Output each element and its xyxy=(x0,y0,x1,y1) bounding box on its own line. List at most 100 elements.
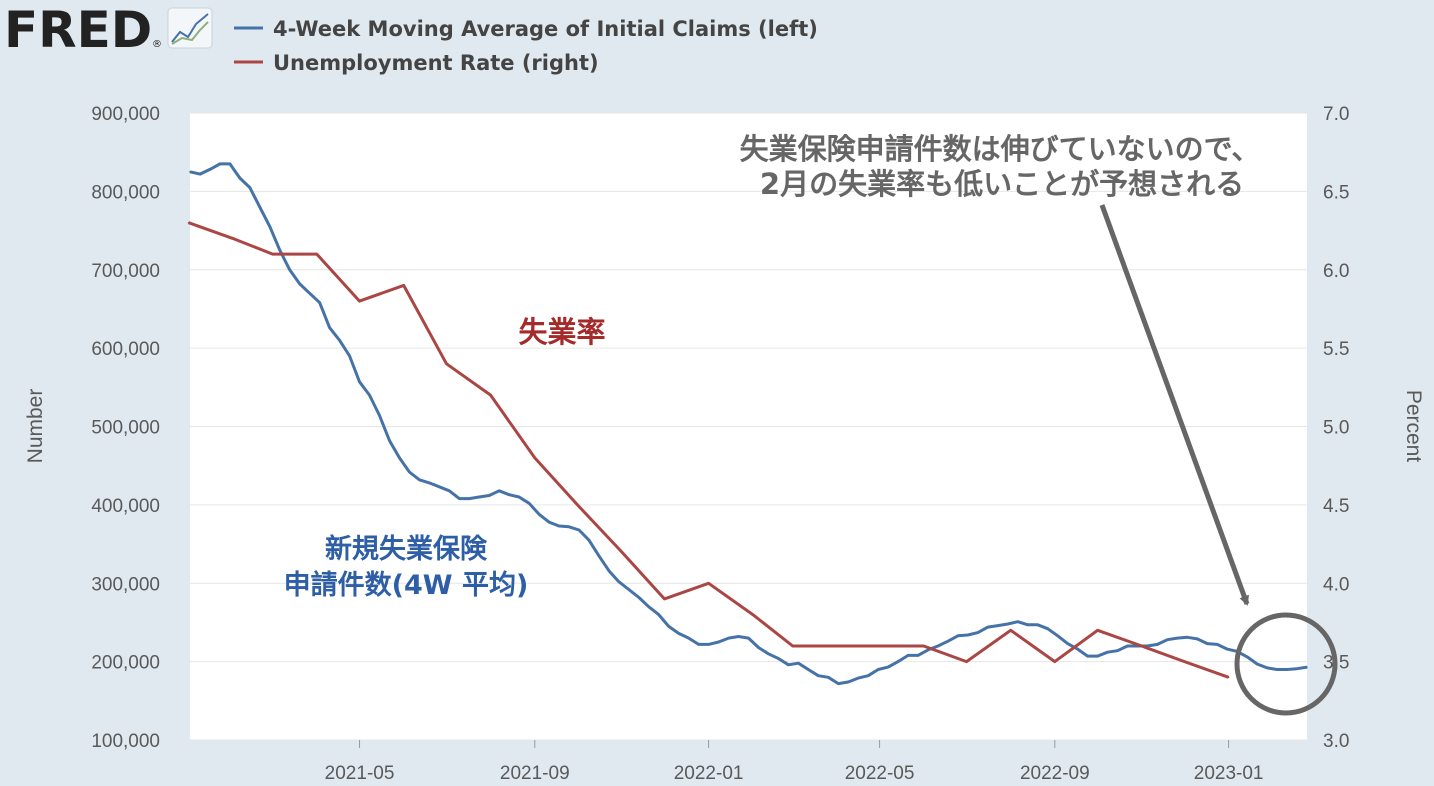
claims-data-point xyxy=(478,496,481,498)
claims-data-point xyxy=(338,339,341,342)
claims-data-point xyxy=(628,588,630,591)
claims-data-point xyxy=(977,631,979,634)
unemployment-data-point xyxy=(1227,676,1230,679)
right-axis-title: Percent xyxy=(1402,390,1425,463)
unemployment-data-point xyxy=(576,504,579,506)
claims-data-point xyxy=(498,489,500,492)
unemployment-data-point xyxy=(1009,629,1012,632)
right-tick-label: 5.0 xyxy=(1323,418,1349,439)
claims-data-point xyxy=(418,478,421,481)
claims-data-point xyxy=(707,643,710,646)
x-tick-label: 2022-05 xyxy=(845,763,915,784)
claims-annotation-line2: 申請件数(4W 平均) xyxy=(284,569,529,601)
claims-data-point xyxy=(657,613,660,616)
fred-logo[interactable]: FRED ® xyxy=(4,1,213,59)
left-tick-label: 800,000 xyxy=(91,182,160,203)
claims-points xyxy=(189,163,1308,685)
claims-data-point xyxy=(697,643,700,646)
claims-data-point xyxy=(538,513,540,516)
claims-data-point xyxy=(777,657,780,660)
claims-data-point xyxy=(398,457,401,459)
claims-data-point xyxy=(1136,645,1139,647)
left-tick-label: 300,000 xyxy=(91,574,160,595)
unemployment-data-point xyxy=(231,237,234,240)
claims-data-point xyxy=(618,580,620,583)
claims-data-point xyxy=(1186,636,1189,639)
claims-data-point xyxy=(298,283,301,285)
claims-data-point xyxy=(797,662,800,664)
claims-data-point xyxy=(677,632,680,635)
right-tick-label: 5.5 xyxy=(1323,339,1349,360)
claims-data-point xyxy=(278,249,281,251)
left-tick-label: 600,000 xyxy=(91,339,160,360)
left-tick-label: 500,000 xyxy=(91,418,160,439)
claims-data-point xyxy=(1176,637,1179,639)
unemployment-data-point xyxy=(1096,629,1099,632)
claims-data-point xyxy=(727,637,730,639)
claims-data-point xyxy=(1246,656,1248,658)
claims-data-point xyxy=(827,676,830,679)
claims-data-point xyxy=(1086,655,1089,657)
claims-data-point xyxy=(518,496,520,498)
claims-data-point xyxy=(927,649,929,651)
left-axis-ticks: 100,000 200,000 300,000 400,000 500,000 600,0… xyxy=(91,104,160,752)
claims-data-point xyxy=(747,637,750,639)
x-tick-label: 2022-09 xyxy=(1020,763,1090,784)
claims-data-point xyxy=(997,624,999,627)
claims-data-point xyxy=(817,674,820,677)
legend-item-claims[interactable]: 4-Week Moving Average of Initial Claims … xyxy=(234,17,818,41)
legend-item-unemployment[interactable]: Unemployment Rate (right) xyxy=(234,51,599,75)
right-tick-label: 4.0 xyxy=(1323,574,1349,595)
claims-data-point xyxy=(1226,648,1229,650)
claims-data-point xyxy=(189,170,191,173)
unemployment-data-point xyxy=(489,394,492,396)
claims-data-point xyxy=(717,641,720,643)
unemployment-data-point xyxy=(1140,645,1143,647)
claims-data-point xyxy=(687,637,690,639)
claims-data-point xyxy=(199,173,201,175)
claims-data-point xyxy=(1026,623,1029,626)
claims-data-point xyxy=(558,525,560,527)
fred-logo-text: FRED xyxy=(4,1,152,59)
claims-data-point xyxy=(1266,667,1268,669)
claims-data-point xyxy=(1106,651,1109,654)
claims-data-point xyxy=(219,163,221,165)
claims-data-point xyxy=(857,677,860,679)
legend-label-claims: 4-Week Moving Average of Initial Claims … xyxy=(273,17,818,41)
claims-data-point xyxy=(947,640,949,643)
left-tick-label: 100,000 xyxy=(91,731,160,752)
claims-data-point xyxy=(259,206,261,208)
claims-data-point xyxy=(388,439,391,442)
claims-data-point xyxy=(209,168,211,171)
claims-data-point xyxy=(1126,645,1129,647)
unemployment-points xyxy=(187,221,1230,679)
unemployment-data-point xyxy=(1183,660,1186,663)
x-axis-ticks xyxy=(359,740,1230,748)
claims-data-point xyxy=(847,681,850,683)
claims-data-point xyxy=(1007,623,1009,625)
note-line1: 失業保険申請件数は伸びていないので、 xyxy=(740,132,1261,166)
claims-data-point xyxy=(1216,643,1219,646)
claims-data-point xyxy=(308,292,311,295)
x-tick-label: 2022-01 xyxy=(674,763,744,784)
unemployment-data-point xyxy=(271,253,274,255)
line-chart-icon xyxy=(167,7,213,49)
claims-data-point xyxy=(1016,620,1019,623)
claims-data-point xyxy=(408,471,411,473)
unemployment-data-point xyxy=(878,645,881,647)
claims-data-point xyxy=(897,660,899,663)
claims-data-point xyxy=(1046,627,1049,630)
claims-data-point xyxy=(957,634,959,637)
claims-annotation-line1: 新規失業保険 xyxy=(325,533,488,565)
unemployment-data-point xyxy=(533,457,536,459)
claims-data-point xyxy=(508,493,510,496)
claims-data-point xyxy=(937,645,939,647)
claims-data-point xyxy=(358,381,361,383)
unemployment-data-point xyxy=(445,363,448,365)
unemployment-data-point xyxy=(187,221,190,224)
claims-data-point xyxy=(598,555,600,557)
claims-data-point xyxy=(887,666,889,668)
claims-data-point xyxy=(428,482,431,484)
claims-data-point xyxy=(757,646,760,649)
claims-data-point xyxy=(239,177,241,179)
